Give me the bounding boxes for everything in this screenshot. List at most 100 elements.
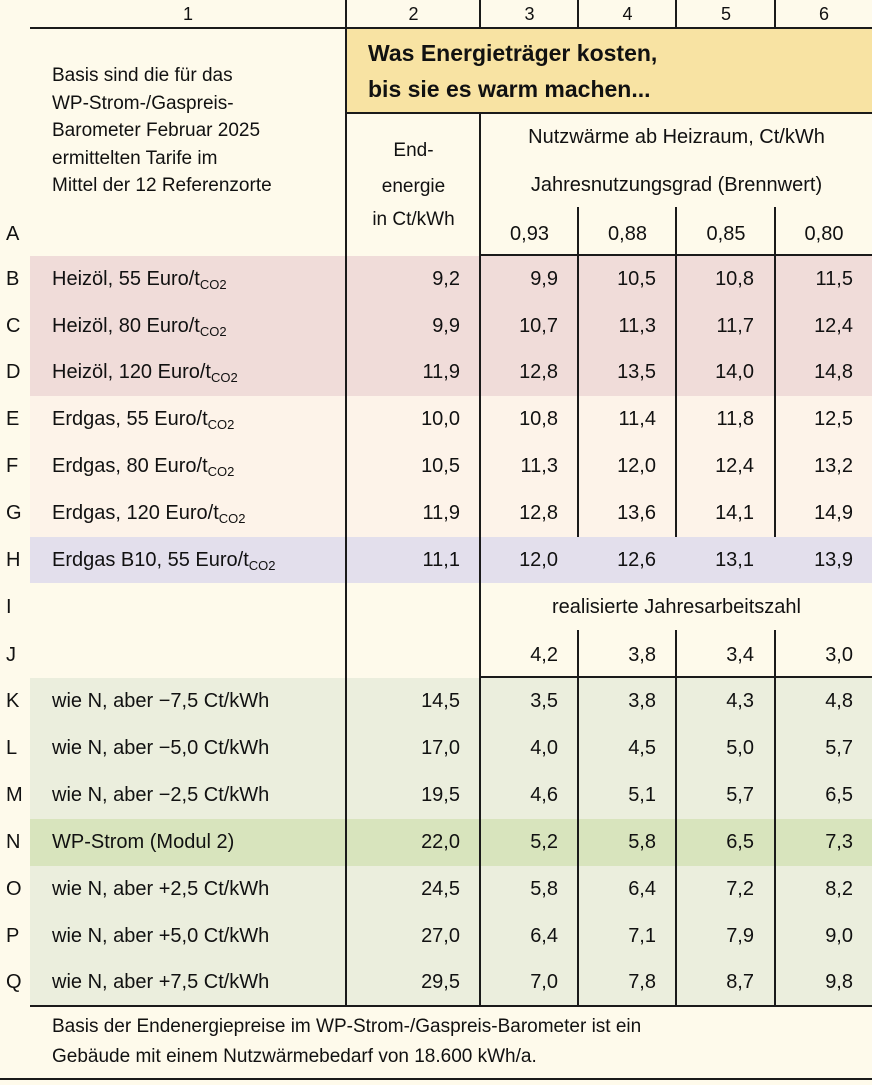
nutzwaerme-cell: 5,7	[726, 784, 754, 806]
footer-line: Gebäude mit einem Nutzwärmebedarf von 18…	[52, 1046, 537, 1067]
title-line-1: Was Energieträger kosten,	[368, 40, 658, 66]
row-label-subscript: CO2	[207, 417, 235, 432]
row-letter: H	[6, 549, 21, 571]
title-line-2: bis sie es warm machen...	[368, 76, 651, 102]
footer-line: Basis der Endenergiepreise im WP-Strom-/…	[52, 1016, 642, 1037]
nutzwaerme-cell: 3,8	[628, 690, 656, 712]
row-letter: N	[6, 831, 21, 853]
row-letter: D	[6, 361, 21, 383]
nutzwaerme-cell: 14,1	[715, 502, 754, 524]
col-divider-2-3-top	[479, 0, 481, 28]
col-divider-3-4-a	[577, 207, 579, 537]
col-divider-4-5-a	[675, 207, 677, 537]
nutzwaerme-cell: 14,8	[814, 361, 853, 383]
row-letter: G	[6, 502, 22, 524]
column-number-1: 1	[182, 4, 193, 24]
row-label-text: Erdgas, 120 Euro/t	[52, 502, 219, 524]
endenergie-cell: 27,0	[421, 925, 460, 947]
nutzwaerme-cell: 3,5	[530, 690, 558, 712]
jaz-value-1: 4,2	[530, 644, 558, 666]
endenergie-cell: 14,5	[421, 690, 460, 712]
endenergie-cell: 9,9	[432, 315, 460, 337]
nutzwaerme-cell: 12,4	[814, 315, 853, 337]
row-label-text: Erdgas, 55 Euro/t	[52, 408, 208, 430]
nutzwaerme-cell: 8,7	[726, 971, 754, 993]
endenergie-cell: 22,0	[421, 831, 460, 853]
nutzwaerme-cell: 5,0	[726, 737, 754, 759]
nutzwaerme-cell: 10,8	[519, 408, 558, 430]
nutzwaerme-cell: 5,1	[628, 784, 656, 806]
endenergie-cell: 10,0	[421, 408, 460, 430]
endenergie-cell: 19,5	[421, 784, 460, 806]
row-label: Erdgas, 55 Euro/tCO2	[52, 407, 234, 431]
nutzwaerme-cell: 7,0	[530, 971, 558, 993]
row-letter: P	[6, 925, 20, 947]
row-label-text: Heizöl, 120 Euro/t	[52, 361, 211, 383]
basis-note-line: ermittelten Tarife im	[52, 147, 218, 169]
row-letter: K	[6, 690, 20, 712]
nutzwaerme-cell: 6,4	[530, 925, 558, 947]
row-label-text: wie N, aber +7,5 Ct/kWh	[52, 971, 270, 993]
row-label-text: WP-Strom (Modul 2)	[52, 831, 235, 853]
nutzwaerme-cell: 4,0	[530, 737, 558, 759]
nutzwaerme-cell: 6,4	[628, 878, 656, 900]
basis-note-line: WP-Strom-/Gaspreis-	[52, 92, 234, 114]
nutzwaerme-cell: 11,3	[520, 455, 558, 477]
row-letter: Q	[6, 971, 22, 993]
row-label-text: wie N, aber −2,5 Ct/kWh	[52, 784, 270, 806]
row-letter-a: A	[6, 223, 20, 245]
col-divider-2-3	[479, 113, 481, 1006]
row-label-text: wie N, aber +5,0 Ct/kWh	[52, 925, 270, 947]
nutzwaerme-cell: 13,1	[715, 549, 754, 571]
nutzwaerme-cell: 7,2	[726, 878, 754, 900]
row-label: wie N, aber +5,0 Ct/kWh	[52, 924, 269, 948]
nutzwaerme-cell: 9,9	[530, 268, 558, 290]
row-letter: O	[6, 878, 22, 900]
column-number-2: 2	[408, 4, 419, 24]
col-divider-5-6-b	[774, 630, 776, 1006]
endenergie-cell: 11,1	[422, 549, 460, 571]
nutzwaerme-cell: 13,9	[814, 549, 853, 571]
jng-value-4: 0,80	[804, 223, 844, 245]
endenergie-cell: 9,2	[432, 268, 460, 290]
nutzwaerme-cell: 8,2	[825, 878, 853, 900]
jahresnutzungsgrad-header: Jahresnutzungsgrad (Brennwert)	[530, 174, 823, 196]
row-label: wie N, aber +7,5 Ct/kWh	[52, 970, 269, 994]
row-label-text: wie N, aber −7,5 Ct/kWh	[52, 690, 270, 712]
nutzwaerme-cell: 4,8	[825, 690, 853, 712]
table-title: Was Energieträger kosten, bis sie es war…	[368, 35, 657, 107]
title-bottom-rule	[347, 112, 872, 114]
column-number-6: 6	[818, 4, 829, 24]
row-label: wie N, aber −2,5 Ct/kWh	[52, 783, 269, 807]
band-wp-minus	[30, 678, 872, 819]
nutzwaerme-cell: 4,5	[628, 737, 656, 759]
row-label: Heizöl, 80 Euro/tCO2	[52, 314, 227, 338]
row-label-text: Heizöl, 55 Euro/t	[52, 268, 200, 290]
nutzwaerme-cell: 5,7	[825, 737, 853, 759]
basis-note-line: Basis sind die für das	[52, 65, 233, 86]
nutzwaerme-cell: 5,2	[530, 831, 558, 853]
basis-note: Basis sind die für das WP-Strom-/Gasprei…	[52, 62, 272, 200]
nutzwaerme-cell: 11,7	[716, 315, 754, 337]
col-divider-5-6-top	[774, 0, 776, 28]
nutzwaerme-cell: 9,8	[825, 971, 853, 993]
row-label-subscript: CO2	[199, 324, 227, 339]
col-divider-1-2	[345, 0, 347, 1006]
nutzwaerme-cell: 13,5	[617, 361, 656, 383]
col-divider-3-4-top	[577, 0, 579, 28]
row-letter-i: I	[6, 596, 12, 618]
nutzwaerme-cell: 7,9	[726, 925, 754, 947]
nutzwaerme-cell: 4,3	[726, 690, 754, 712]
row-label: WP-Strom (Modul 2)	[52, 830, 234, 854]
nutzwaerme-cell: 12,5	[814, 408, 853, 430]
nutzwaerme-cell: 12,0	[519, 549, 558, 571]
nutzwaerme-cell: 12,8	[519, 361, 558, 383]
column-number-4: 4	[622, 4, 633, 24]
jaz-value-3: 3,4	[726, 644, 754, 666]
jaz-value-4: 3,0	[825, 644, 853, 666]
row-label-subscript: CO2	[210, 370, 238, 385]
row-label: wie N, aber +2,5 Ct/kWh	[52, 877, 269, 901]
row-letter: B	[6, 268, 20, 290]
nutzwaerme-cell: 14,0	[715, 361, 754, 383]
nutzwaerme-cell: 10,5	[617, 268, 656, 290]
